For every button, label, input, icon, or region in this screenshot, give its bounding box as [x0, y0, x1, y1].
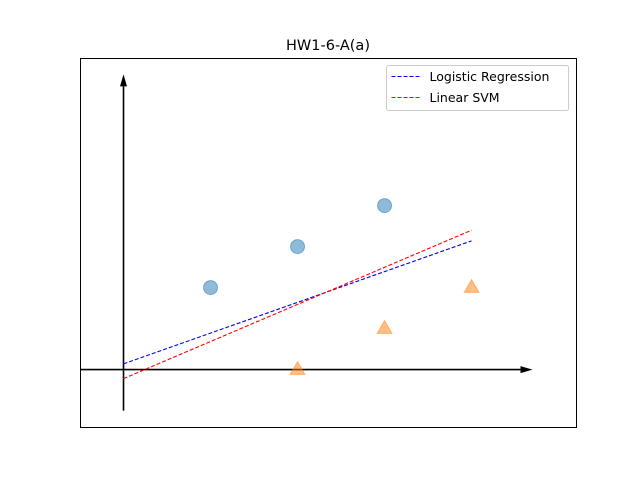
legend-label-2: Linear SVM [430, 90, 500, 105]
circle-point-3 [377, 198, 393, 214]
legend-label-1: Logistic Regression [430, 69, 550, 84]
triangle-point-1 [289, 360, 306, 375]
legend: Logistic Regression Linear SVM [386, 65, 569, 111]
y-axis-arrow-head [120, 74, 128, 87]
x-axis-arrow-head [520, 366, 533, 374]
plot-frame [80, 58, 577, 428]
decision-line-2 [123, 229, 472, 380]
legend-box [386, 65, 569, 111]
decision-line-1 [123, 240, 472, 365]
circle-point-2 [290, 239, 306, 255]
triangle-point-3 [463, 278, 480, 293]
triangle-point-2 [376, 319, 393, 334]
chart-title: HW1-6-A(a) [286, 38, 370, 54]
plot-marks [80, 74, 533, 411]
circle-point-1 [203, 280, 219, 296]
